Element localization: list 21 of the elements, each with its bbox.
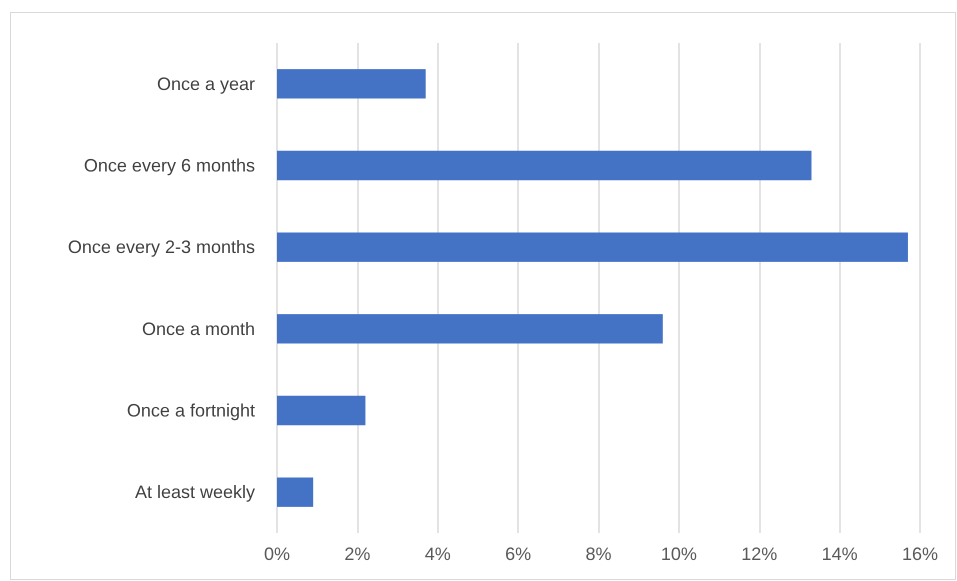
bar bbox=[277, 477, 314, 507]
x-tick-label: 6% bbox=[505, 544, 532, 564]
y-tick-label: At least weekly bbox=[134, 482, 255, 502]
bar bbox=[277, 69, 426, 99]
x-tick-label: 12% bbox=[741, 544, 778, 564]
x-tick-label: 4% bbox=[424, 544, 451, 564]
x-tick-label: 16% bbox=[902, 544, 938, 564]
y-tick-label: Once a month bbox=[142, 318, 255, 339]
bar bbox=[277, 314, 663, 344]
x-tick-label: 2% bbox=[344, 544, 370, 564]
y-tick-label: Once every 2-3 months bbox=[68, 237, 255, 258]
y-tick-label: Once a year bbox=[156, 74, 255, 94]
x-tick-label: 14% bbox=[822, 544, 858, 564]
x-tick-label: 10% bbox=[660, 544, 697, 564]
bar bbox=[277, 232, 908, 262]
y-tick-label: Once a fortnight bbox=[126, 400, 255, 420]
bar bbox=[277, 150, 812, 180]
y-tick-label: Once every 6 months bbox=[84, 156, 255, 176]
x-tick-label: 8% bbox=[585, 544, 612, 564]
x-tick-label: 0% bbox=[264, 544, 290, 564]
bar bbox=[277, 396, 366, 426]
